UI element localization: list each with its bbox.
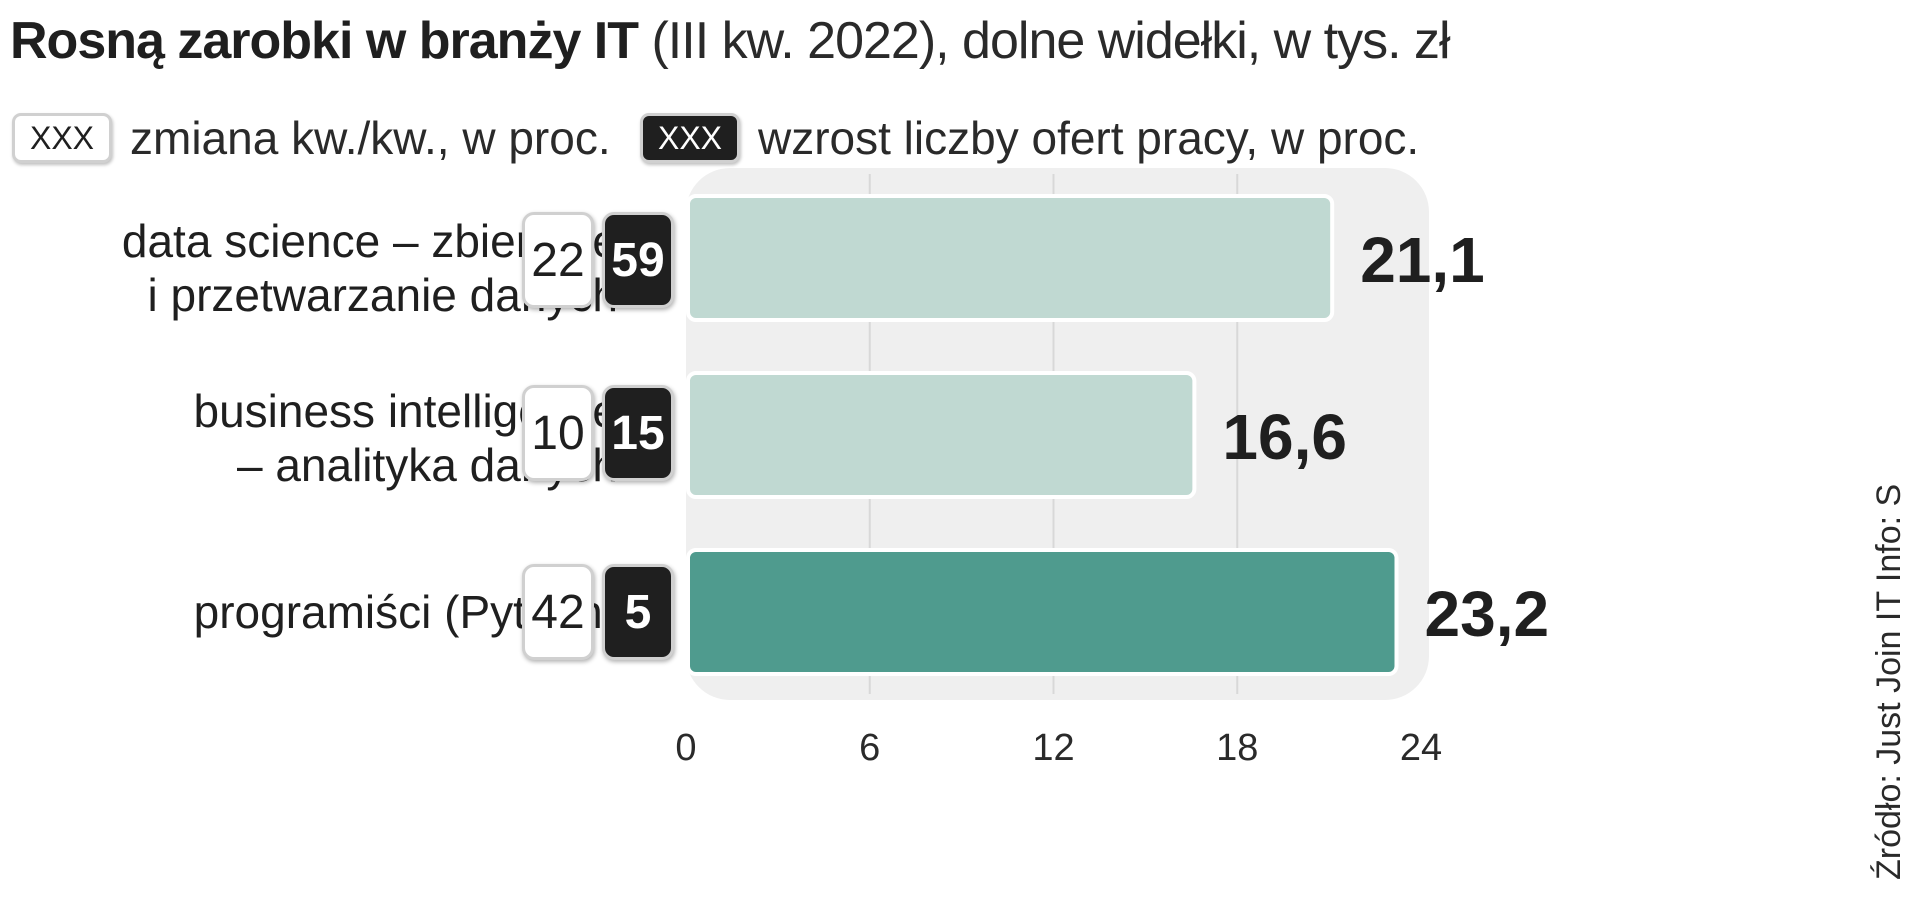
x-tick-label: 18 <box>1216 727 1258 769</box>
bar-value-label: 23,2 <box>1425 578 1550 650</box>
legend-offers-label: wzrost liczby ofert pracy, w proc. <box>758 112 1420 164</box>
legend-offers: XXX wzrost liczby ofert pracy, w proc. <box>640 108 1419 168</box>
x-tick-label: 0 <box>675 727 696 769</box>
offers-badge: 15 <box>602 385 674 481</box>
bar <box>686 548 1399 676</box>
offers-badge: 59 <box>602 212 674 308</box>
title-main: Rosną zarobki w branży IT <box>10 12 639 70</box>
bar-value-label: 16,6 <box>1222 401 1347 473</box>
change-badge: 22 <box>522 212 594 308</box>
legend-offers-swatch: XXX <box>640 113 740 163</box>
change-badge: 42 <box>522 564 594 660</box>
legend-change-label: zmiana kw./kw., w proc. <box>130 112 611 164</box>
bar <box>686 194 1335 322</box>
bar-value-label: 21,1 <box>1360 224 1485 296</box>
x-tick-label: 24 <box>1400 727 1442 769</box>
x-tick-label: 6 <box>859 727 880 769</box>
title-subtitle: (III kw. 2022), dolne widełki, w tys. zł <box>638 12 1450 70</box>
bar <box>686 371 1197 499</box>
legend-change-swatch: XXX <box>12 113 112 163</box>
offers-badge: 5 <box>602 564 674 660</box>
legend-change: XXX zmiana kw./kw., w proc. <box>12 108 611 168</box>
source-note: Źródło: Just Join IT Info: S <box>1870 483 1908 880</box>
change-badge: 10 <box>522 385 594 481</box>
chart-title: Rosną zarobki w branży IT (III kw. 2022)… <box>10 6 1451 76</box>
x-tick-label: 12 <box>1032 727 1074 769</box>
